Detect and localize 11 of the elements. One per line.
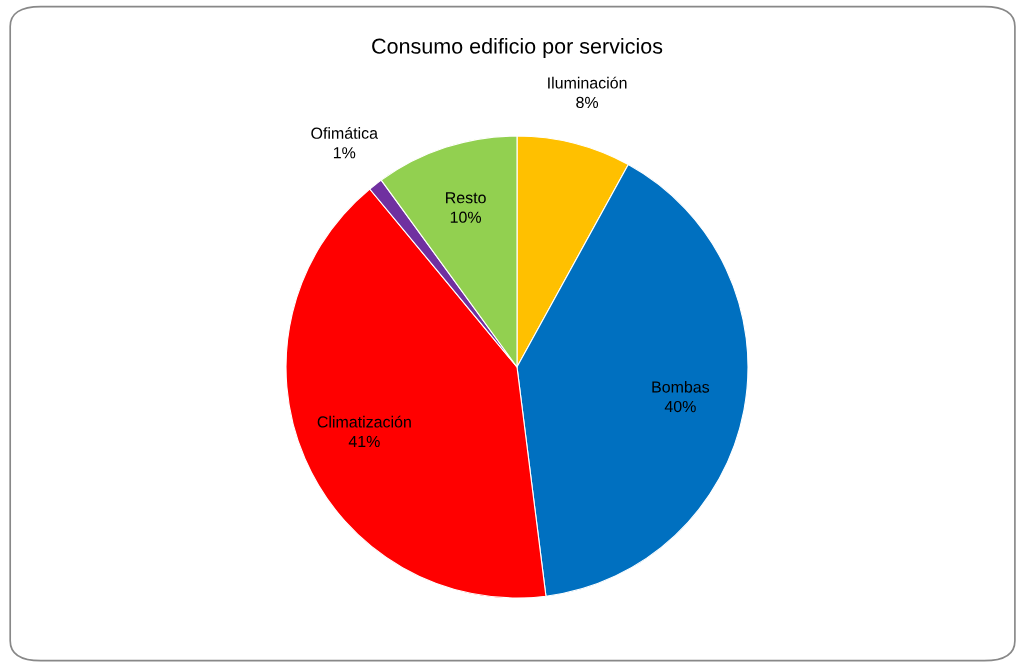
data-label: 40% — [664, 400, 696, 413]
data-label: 8% — [576, 96, 599, 109]
data-label: 10% — [450, 211, 482, 223]
slice-label: Climatización — [317, 415, 411, 428]
data-label: 1% — [333, 147, 356, 159]
chart-title: Consumo edificio por servicios — [372, 37, 663, 59]
slice-label: Ofimática — [311, 126, 378, 139]
slice-label: Bombas — [652, 380, 710, 393]
slice-label: Resto — [446, 192, 486, 204]
slice-label: Iluminación — [548, 76, 627, 89]
data-label: 41% — [348, 435, 380, 448]
